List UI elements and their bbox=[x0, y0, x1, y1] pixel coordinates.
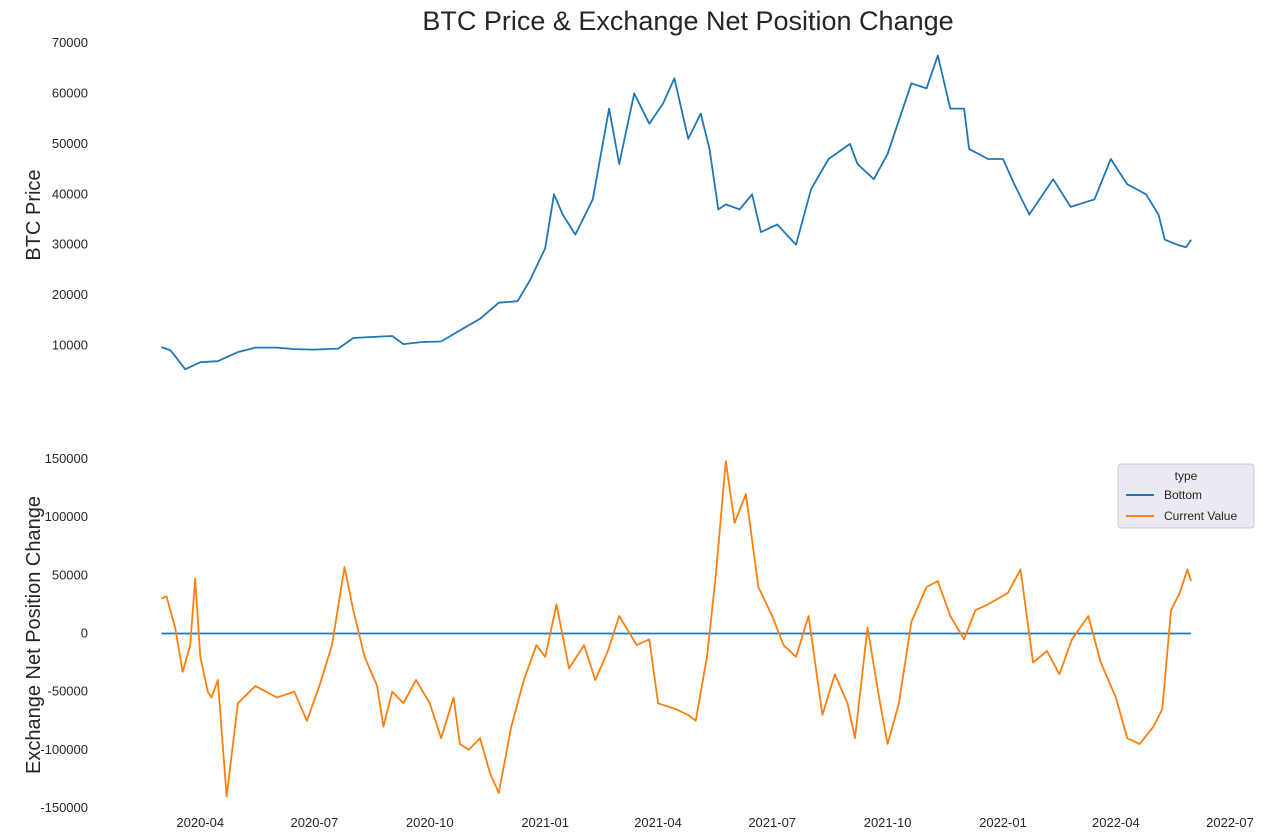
chart-title: BTC Price & Exchange Net Position Change bbox=[422, 6, 953, 36]
y-tick-label: 10000 bbox=[52, 338, 88, 353]
y-tick-label: 0 bbox=[81, 626, 88, 641]
net-position-axes: -150000 -100000 -50000 0 50000 100000 150000 Ex… bbox=[23, 451, 1254, 830]
y-tick-label: 50000 bbox=[52, 567, 88, 582]
x-tick-label: 2021-01 bbox=[521, 815, 569, 830]
price-axes: 10000 20000 30000 40000 50000 60000 70000 BTC P… bbox=[23, 35, 1192, 371]
x-tick-label: 2020-10 bbox=[406, 815, 454, 830]
legend-label-current-value: Current Value bbox=[1164, 509, 1237, 523]
y-axis-label: Exchange Net Position Change bbox=[23, 496, 45, 774]
series-line-current-value bbox=[161, 460, 1192, 798]
y-tick-label: 40000 bbox=[52, 186, 88, 201]
x-tick-label: 2021-07 bbox=[748, 815, 796, 830]
x-tick-label: 2020-04 bbox=[176, 815, 224, 830]
y-tick-label: 50000 bbox=[52, 136, 88, 151]
y-tick-label: -50000 bbox=[48, 684, 88, 699]
legend: type Bottom Current Value bbox=[1117, 463, 1255, 529]
x-tick-label: 2021-04 bbox=[634, 815, 682, 830]
y-tick-label: 60000 bbox=[52, 85, 88, 100]
legend-title: type bbox=[1175, 469, 1198, 483]
x-tick-label: 2022-04 bbox=[1092, 815, 1140, 830]
y-tick-label: 100000 bbox=[45, 509, 88, 524]
y-tick-label: 30000 bbox=[52, 237, 88, 252]
x-tick-label: 2022-01 bbox=[979, 815, 1027, 830]
x-tick-label: 2022-07 bbox=[1206, 815, 1254, 830]
x-tick-label: 2020-07 bbox=[291, 815, 339, 830]
x-tick-label: 2021-10 bbox=[864, 815, 912, 830]
series-line-btc-price bbox=[161, 54, 1192, 371]
y-tick-label: 70000 bbox=[52, 35, 88, 50]
legend-box bbox=[1117, 463, 1255, 529]
y-tick-label: -100000 bbox=[40, 742, 88, 757]
y-tick-label: 150000 bbox=[45, 451, 88, 466]
y-tick-label: 20000 bbox=[52, 287, 88, 302]
y-axis-label: BTC Price bbox=[23, 169, 45, 260]
legend-label-bottom: Bottom bbox=[1164, 488, 1202, 502]
y-tick-label: -150000 bbox=[40, 800, 88, 815]
